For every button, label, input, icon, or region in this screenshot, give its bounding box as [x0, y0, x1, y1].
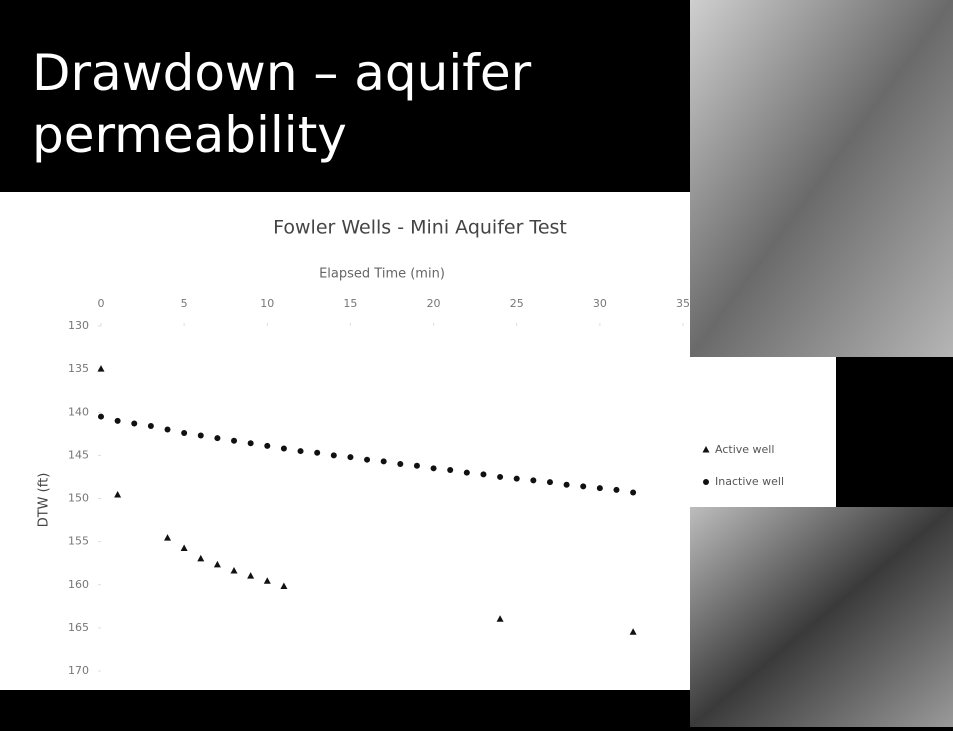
x-tick-label: 0	[98, 297, 105, 310]
y-tick-label: 140	[68, 405, 89, 418]
chart-title: Fowler Wells - Mini Aquifer Test	[273, 217, 567, 239]
y-tick-label: 160	[68, 578, 89, 591]
photo	[690, 0, 953, 357]
x-tick-label: 5	[181, 297, 188, 310]
data-point	[281, 445, 287, 451]
y-axis-label: DTW (ft)	[37, 473, 52, 528]
data-point	[597, 485, 603, 491]
data-point	[115, 418, 121, 424]
data-point	[397, 461, 403, 467]
x-tick-label: 15	[343, 297, 357, 310]
data-point	[214, 435, 220, 441]
data-point	[131, 420, 137, 426]
data-point	[514, 476, 520, 482]
slide: Drawdown – aquiferpermeability Fowler We…	[0, 0, 953, 727]
legend-label: Active well	[715, 443, 774, 456]
data-point	[580, 483, 586, 489]
data-point	[148, 423, 154, 429]
photo	[690, 507, 953, 727]
x-axis-label: Elapsed Time (min)	[319, 267, 445, 282]
y-tick-label: 165	[68, 621, 89, 634]
legend-marker	[703, 479, 709, 485]
data-point	[414, 463, 420, 469]
data-point	[613, 487, 619, 493]
x-tick-label: 25	[510, 297, 524, 310]
y-tick-label: 130	[68, 319, 89, 332]
data-point	[547, 479, 553, 485]
legend-label: Inactive well	[715, 475, 784, 488]
x-tick-label: 20	[427, 297, 441, 310]
data-point	[630, 489, 636, 495]
data-point	[248, 440, 254, 446]
data-point	[331, 452, 337, 458]
page: { "slide_title": "Drawdown – aquifer per…	[0, 0, 953, 727]
y-tick-label: 145	[68, 448, 89, 461]
data-point	[381, 458, 387, 464]
data-point	[431, 465, 437, 471]
data-point	[98, 414, 104, 420]
data-point	[181, 430, 187, 436]
data-point	[464, 470, 470, 476]
y-tick-label: 150	[68, 492, 89, 505]
data-point	[347, 454, 353, 460]
x-tick-label: 35	[676, 297, 690, 310]
data-point	[231, 438, 237, 444]
data-point	[564, 482, 570, 488]
y-tick-label: 170	[68, 664, 89, 677]
data-point	[198, 433, 204, 439]
y-tick-label: 155	[68, 535, 89, 548]
data-point	[165, 427, 171, 433]
data-point	[447, 467, 453, 473]
y-tick-label: 135	[68, 362, 89, 375]
x-tick-label: 30	[593, 297, 607, 310]
data-point	[364, 457, 370, 463]
x-tick-label: 10	[260, 297, 274, 310]
data-point	[264, 443, 270, 449]
data-point	[530, 477, 536, 483]
data-point	[314, 450, 320, 456]
data-point	[480, 471, 486, 477]
data-point	[298, 448, 304, 454]
data-point	[497, 474, 503, 480]
